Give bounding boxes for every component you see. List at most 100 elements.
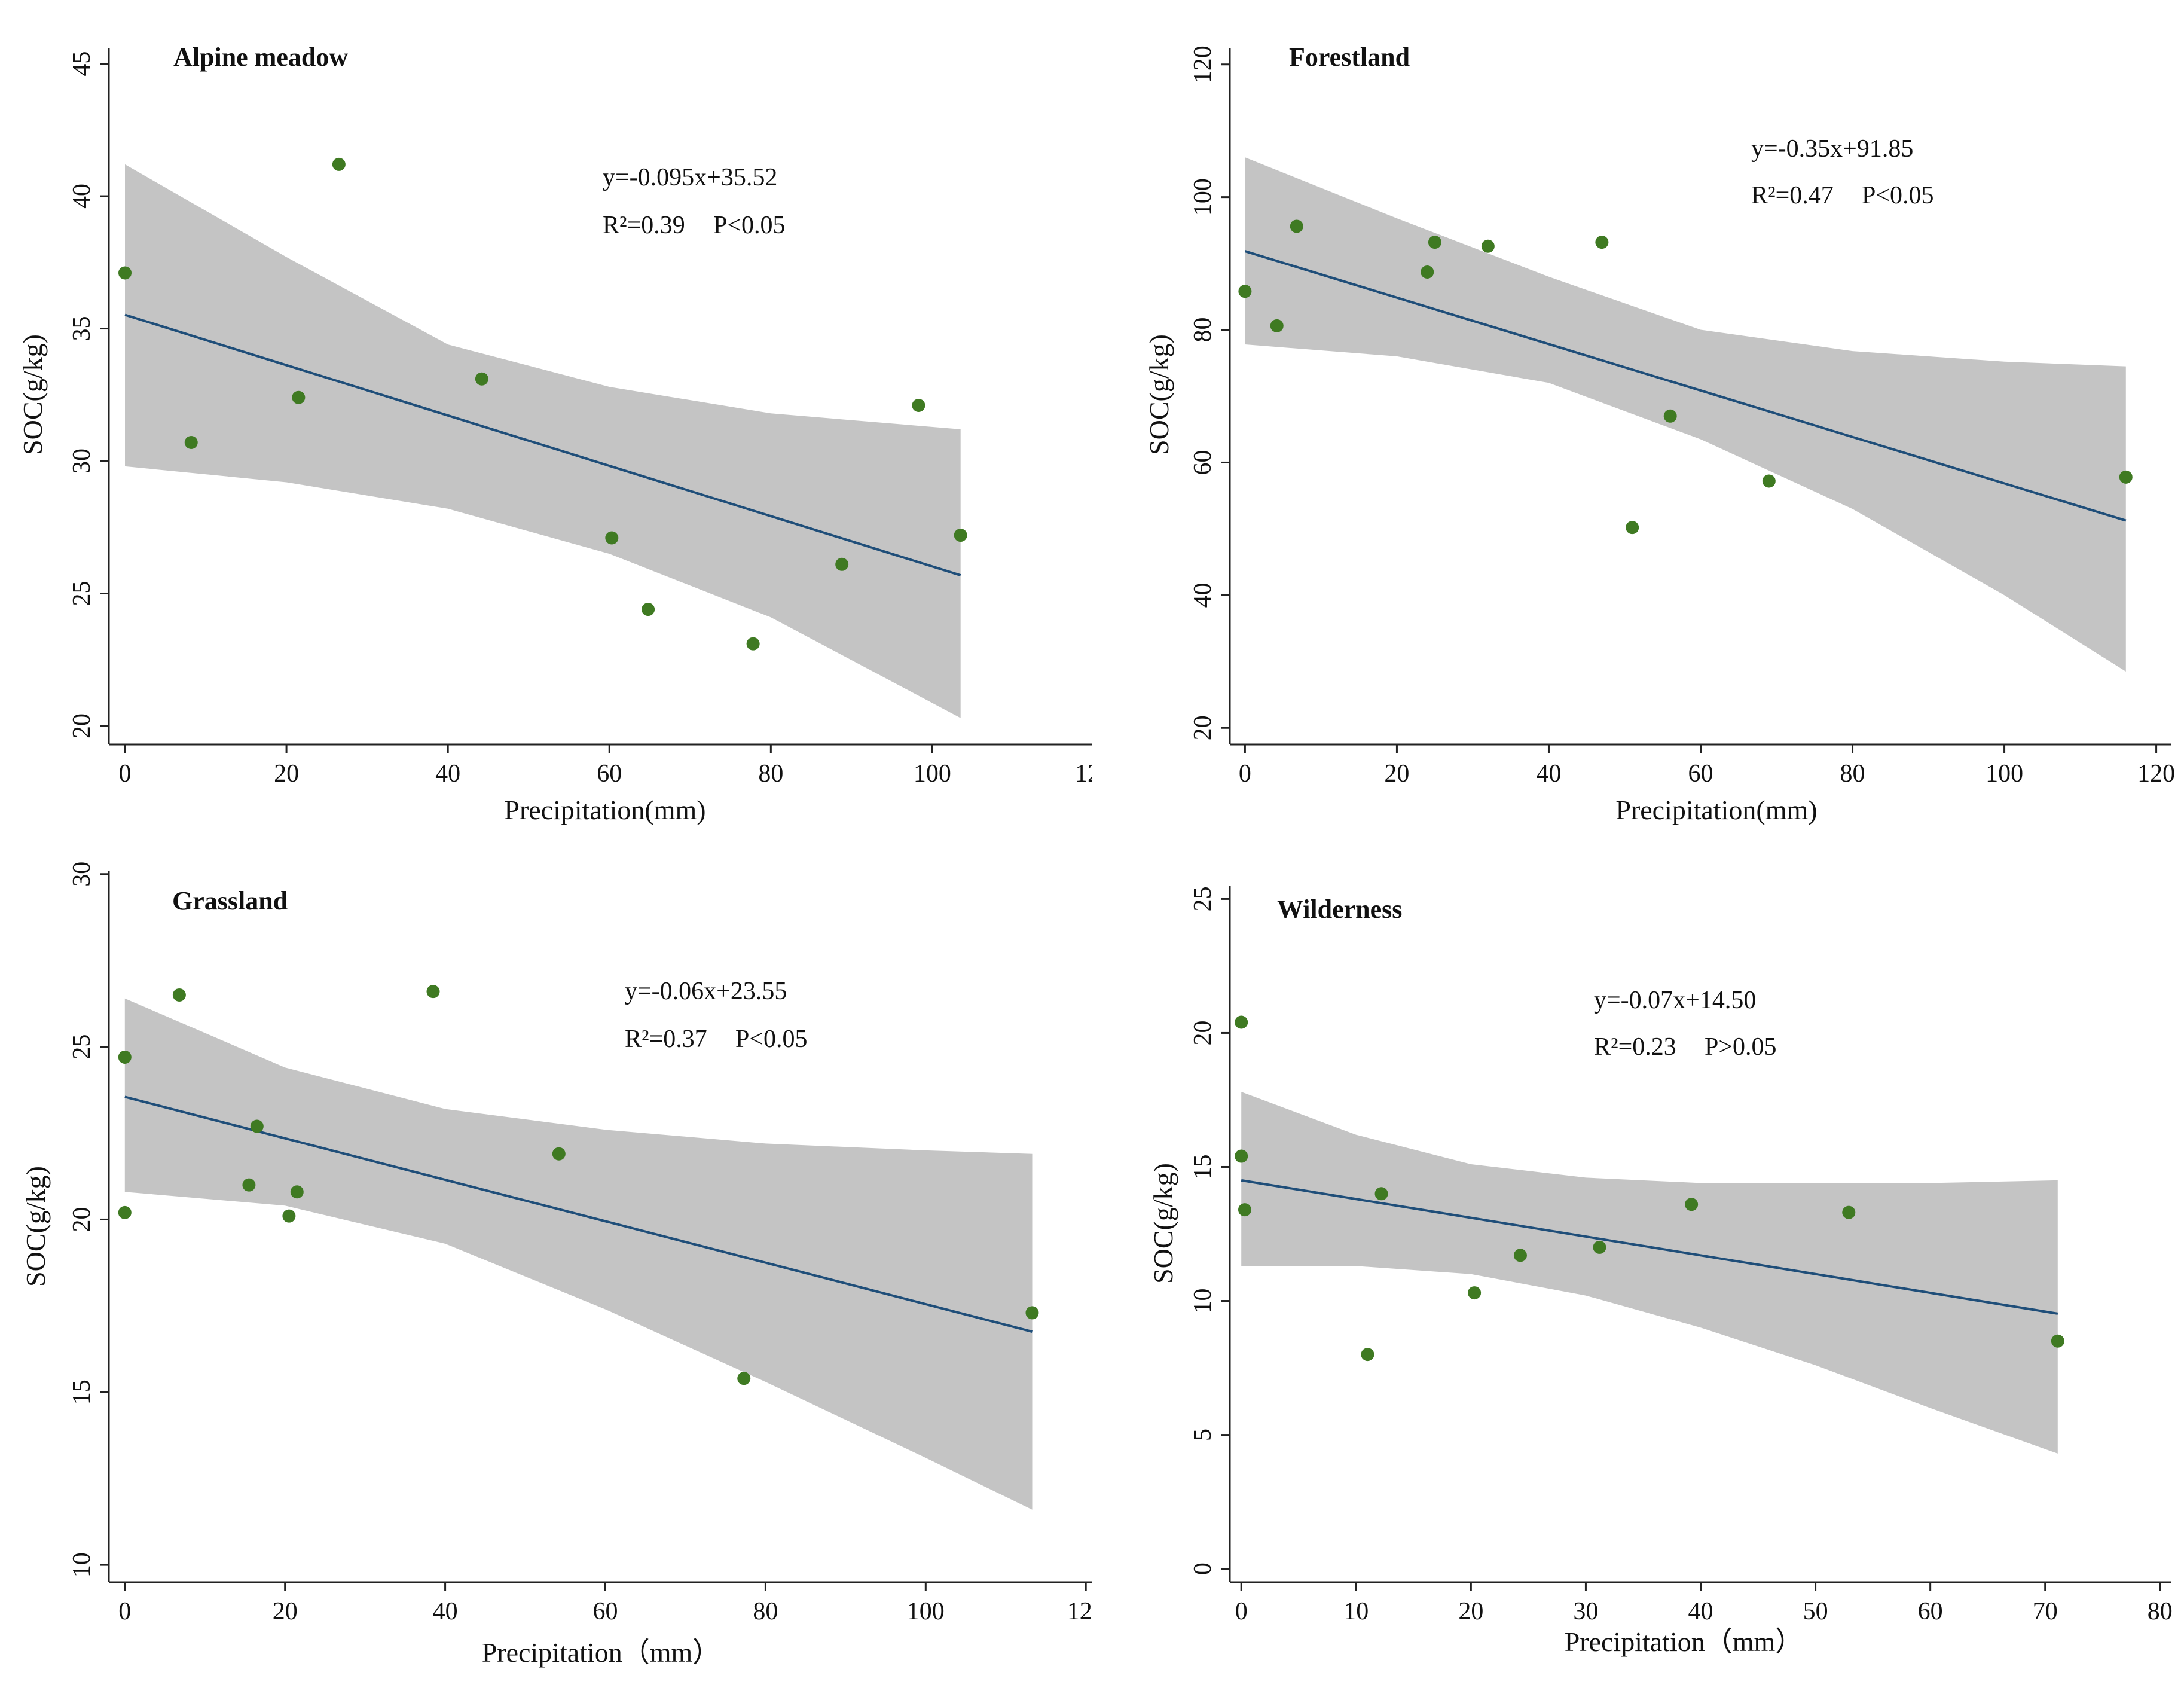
data-point: [1270, 319, 1284, 332]
r-squared-label: R²=0.23: [1594, 1033, 1676, 1061]
p-value-label: P<0.05: [713, 212, 786, 239]
x-tick-label: 80: [753, 1598, 778, 1625]
data-point: [1421, 265, 1434, 279]
y-axis-label: SOC(g/kg): [1144, 334, 1174, 455]
data-point: [118, 1050, 132, 1064]
data-point: [1290, 219, 1303, 233]
x-tick-label: 60: [1688, 760, 1713, 788]
data-point: [184, 436, 198, 450]
x-tick-label: 0: [1239, 760, 1251, 788]
x-axis-label: Precipitation（mm）: [1565, 1626, 1803, 1657]
y-tick-label: 20: [1189, 1020, 1217, 1045]
regression-equation: y=-0.06x+23.55: [625, 978, 787, 1005]
data-point: [1468, 1286, 1482, 1300]
y-tick-label: 35: [68, 316, 96, 341]
regression-equation: y=-0.07x+14.50: [1594, 987, 1756, 1014]
data-point: [1238, 1203, 1251, 1217]
data-point: [282, 1209, 296, 1223]
y-tick-label: 20: [68, 1207, 96, 1232]
y-axis-label: SOC(g/kg): [1148, 1163, 1178, 1284]
data-point: [1685, 1198, 1699, 1211]
data-point: [2119, 470, 2133, 484]
data-point: [118, 1205, 132, 1219]
data-point: [1428, 236, 1441, 249]
y-tick-label: 80: [1189, 318, 1217, 343]
x-tick-label: 60: [597, 760, 622, 788]
data-point: [1663, 409, 1677, 423]
x-tick-label: 10: [1343, 1598, 1369, 1625]
y-tick-label: 10: [68, 1552, 96, 1577]
p-value-label: P<0.05: [735, 1026, 808, 1053]
x-tick-label: 20: [1458, 1598, 1483, 1625]
data-point: [290, 1185, 304, 1199]
y-tick-label: 0: [1189, 1562, 1217, 1575]
data-point: [912, 399, 925, 413]
y-tick-label: 60: [1189, 450, 1217, 475]
data-point: [552, 1147, 566, 1161]
x-tick-label: 60: [593, 1598, 618, 1625]
data-point: [426, 985, 440, 999]
data-point: [835, 557, 849, 571]
data-point: [2051, 1334, 2064, 1348]
data-point: [1595, 236, 1609, 249]
x-tick-label: 30: [1573, 1598, 1598, 1625]
panel-title: Alpine meadow: [173, 42, 348, 72]
y-axis-label: SOC(g/kg): [20, 1166, 51, 1287]
data-point: [118, 266, 132, 280]
x-tick-label: 120: [1075, 760, 1092, 788]
x-axis-label: Precipitation(mm): [504, 795, 705, 825]
x-tick-label: 50: [1803, 1598, 1828, 1625]
y-tick-label: 45: [68, 51, 96, 77]
y-tick-label: 30: [68, 448, 96, 474]
regression-equation: y=-0.35x+91.85: [1751, 135, 1913, 163]
data-point: [475, 372, 488, 386]
x-tick-label: 70: [2033, 1598, 2058, 1625]
x-tick-label: 20: [1384, 760, 1409, 788]
y-tick-label: 25: [68, 581, 96, 606]
confidence-band: [124, 998, 1033, 1510]
confidence-band: [1245, 157, 2126, 672]
x-tick-label: 40: [435, 760, 460, 788]
data-point: [954, 529, 967, 542]
data-point: [292, 390, 306, 404]
y-tick-label: 30: [68, 862, 96, 887]
x-tick-label: 20: [274, 760, 299, 788]
x-tick-label: 100: [1986, 760, 2023, 788]
data-point: [1361, 1348, 1374, 1362]
y-tick-label: 15: [68, 1379, 96, 1405]
y-tick-label: 20: [68, 713, 96, 738]
x-tick-label: 100: [907, 1598, 945, 1625]
data-point: [1025, 1306, 1039, 1320]
y-tick-label: 120: [1189, 45, 1217, 83]
r-squared-label: R²=0.47: [1751, 182, 1834, 209]
data-point: [1513, 1249, 1527, 1262]
y-tick-label: 15: [1189, 1154, 1217, 1179]
data-point: [332, 157, 346, 171]
x-tick-label: 80: [758, 760, 783, 788]
data-point: [642, 603, 655, 616]
data-point: [1235, 1149, 1248, 1163]
data-point: [172, 988, 186, 1002]
x-tick-label: 40: [1536, 760, 1561, 788]
x-tick-label: 20: [273, 1598, 298, 1625]
x-tick-label: 120: [2137, 760, 2175, 788]
y-tick-label: 20: [1189, 715, 1217, 740]
regression-line: [124, 313, 961, 576]
data-point: [1762, 474, 1776, 488]
x-tick-label: 0: [1235, 1598, 1248, 1625]
y-tick-label: 40: [1189, 582, 1217, 608]
data-point: [242, 1178, 256, 1192]
data-point: [1235, 1015, 1248, 1029]
y-tick-label: 25: [68, 1034, 96, 1060]
y-tick-label: 10: [1189, 1289, 1217, 1314]
x-tick-label: 40: [1688, 1598, 1713, 1625]
data-point: [250, 1119, 264, 1133]
r-squared-label: R²=0.37: [625, 1026, 707, 1053]
regression-line: [1241, 1179, 2058, 1315]
x-tick-label: 0: [118, 1598, 131, 1625]
panel-title: Forestland: [1289, 42, 1410, 72]
x-tick-label: 0: [119, 760, 132, 788]
data-point: [1238, 285, 1252, 298]
r-squared-label: R²=0.39: [603, 212, 685, 239]
